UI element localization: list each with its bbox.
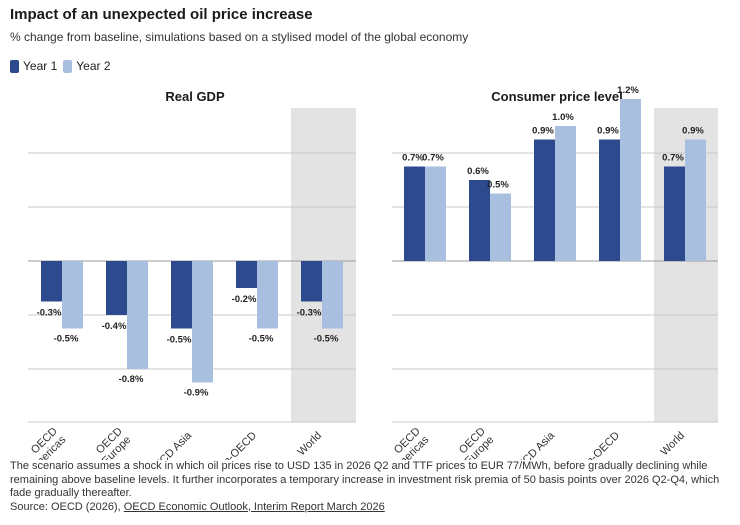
tick-label-line: Non-OECD xyxy=(211,430,259,460)
data-label: -0.9% xyxy=(184,388,209,399)
data-label: 0.9% xyxy=(532,126,554,137)
legend-label-year1: Year 1 xyxy=(23,59,58,73)
tick-label: OECDAmericas xyxy=(19,425,69,460)
bar-year2-0 xyxy=(425,166,446,261)
bar-year2-2 xyxy=(555,126,576,261)
data-label: 0.9% xyxy=(597,126,619,137)
chart-0: Real GDP -0.3% -0.4% -0.5% -0.2% -0.3% -0.5% -0… xyxy=(19,89,356,460)
tick-label-line: World xyxy=(295,430,324,459)
source-note: Source: OECD (2026), OECD Economic Outlo… xyxy=(10,501,730,515)
data-label: -0.5% xyxy=(314,334,339,345)
charts-svg: Real GDP -0.3% -0.4% -0.5% -0.2% -0.3% -0.5% -0… xyxy=(19,85,718,460)
bar-year1-3 xyxy=(599,139,620,261)
bar-year1-4 xyxy=(664,166,685,261)
data-label: 0.7% xyxy=(402,153,424,164)
data-label: 1.2% xyxy=(617,85,639,96)
bar-year1-2 xyxy=(171,261,192,329)
footnote: The scenario assumes a shock in which oi… xyxy=(10,460,730,514)
tick-label: OECD Asia xyxy=(509,429,557,460)
scenario-note: The scenario assumes a shock in which oi… xyxy=(10,460,720,499)
data-label: -0.5% xyxy=(54,334,79,345)
tick-label-line: World xyxy=(658,430,687,459)
chart-1: Consumer price level 0.7% 0.6% 0.9% 0.9% 0.7%… xyxy=(382,85,718,460)
chart-legend: Year 1 Year 2 xyxy=(10,59,117,73)
bar-year2-1 xyxy=(490,193,511,261)
bar-year2-4 xyxy=(685,139,706,261)
data-label: 0.9% xyxy=(682,126,704,137)
bar-year2-0 xyxy=(62,261,83,329)
data-label: 0.5% xyxy=(487,180,509,191)
bar-year1-0 xyxy=(41,261,62,302)
legend-swatch-year1 xyxy=(10,59,19,73)
tick-label: OECDAmericas xyxy=(382,425,432,460)
data-label: -0.3% xyxy=(37,308,62,319)
bar-year1-1 xyxy=(106,261,127,315)
bar-year1-2 xyxy=(534,139,555,261)
source-link[interactable]: OECD Economic Outlook, Interim Report Ma… xyxy=(123,500,385,513)
bar-year2-2 xyxy=(192,261,213,383)
data-label: 0.7% xyxy=(662,153,684,164)
data-label: -0.5% xyxy=(249,334,274,345)
data-label: 0.6% xyxy=(467,166,489,177)
legend-item-year1: Year 1 xyxy=(10,59,57,73)
data-label: -0.5% xyxy=(167,335,192,346)
data-label: -0.3% xyxy=(297,308,322,319)
tick-label: Non-OECD xyxy=(211,430,259,460)
tick-label: World xyxy=(295,430,324,459)
bar-year1-0 xyxy=(404,166,425,261)
chart-title: Consumer price level xyxy=(491,89,623,104)
tick-label: OECDEurope xyxy=(454,425,496,460)
bar-year1-3 xyxy=(236,261,257,288)
bar-year1-1 xyxy=(469,180,490,261)
bar-year1-4 xyxy=(301,261,322,302)
page-title: Impact of an unexpected oil price increa… xyxy=(10,6,313,23)
bar-year2-3 xyxy=(620,99,641,261)
legend-item-year2: Year 2 xyxy=(63,59,111,73)
chart-title: Real GDP xyxy=(165,89,225,104)
source-prefix: Source: OECD (2026), xyxy=(10,500,124,513)
legend-label-year2: Year 2 xyxy=(76,59,111,73)
tick-label: World xyxy=(658,430,687,459)
tick-label-line: OECD Asia xyxy=(509,429,557,460)
bar-year2-3 xyxy=(257,261,278,329)
tick-label: OECD Asia xyxy=(146,429,194,460)
tick-label-line: Non-OECD xyxy=(574,430,622,460)
data-label: -0.2% xyxy=(232,294,257,305)
tick-label: OECDEurope xyxy=(91,425,133,460)
data-label: -0.4% xyxy=(102,321,127,332)
page-subtitle: % change from baseline, simulations base… xyxy=(10,30,469,44)
tick-label-line: OECD Asia xyxy=(146,429,194,460)
data-label: 0.7% xyxy=(422,153,444,164)
data-label: 1.0% xyxy=(552,112,574,123)
tick-label: Non-OECD xyxy=(574,430,622,460)
data-label: -0.8% xyxy=(119,374,144,385)
bar-year2-1 xyxy=(127,261,148,369)
bar-year2-4 xyxy=(322,261,343,329)
legend-swatch-year2 xyxy=(63,59,73,73)
